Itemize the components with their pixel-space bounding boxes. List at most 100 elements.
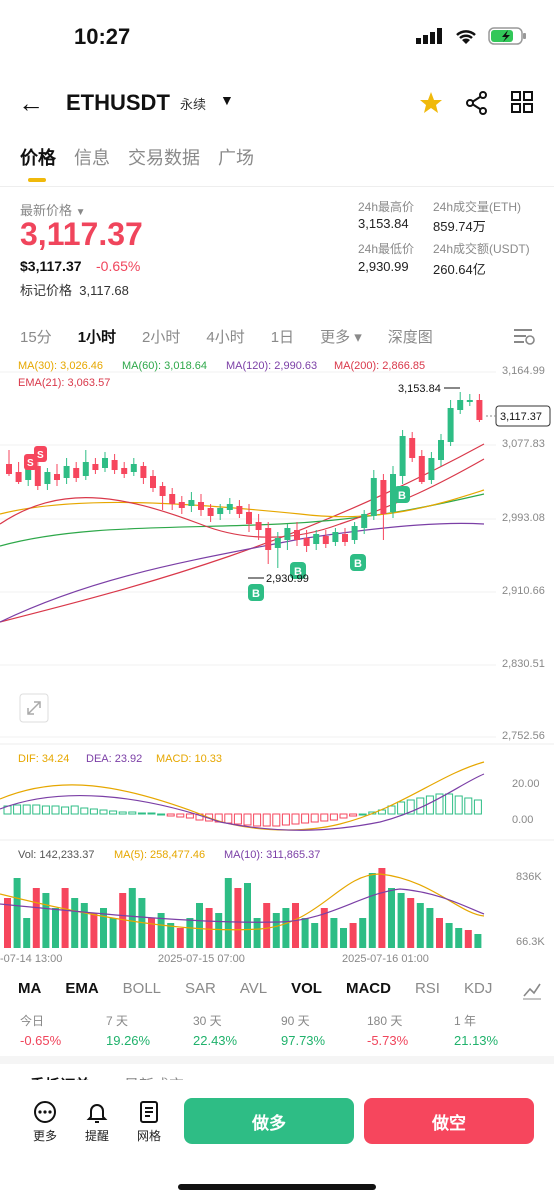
buy-marker-text: B	[354, 558, 362, 570]
interval-1d[interactable]: 1日	[270, 329, 295, 346]
symbol-dropdown-icon[interactable]: ▼	[220, 92, 234, 108]
perf-1y-label: 1 年	[454, 1014, 477, 1028]
ma120-legend: MA(120): 2,990.63	[226, 360, 317, 372]
buy-marker-text: B	[398, 490, 406, 502]
ind-kdj[interactable]: KDJ	[463, 980, 493, 997]
volume-bar	[205, 908, 213, 948]
axis-price-6: 2,752.56	[502, 730, 545, 742]
macd-bar	[80, 807, 89, 815]
macd-bar	[176, 813, 185, 818]
current-price-tag-text: 3,117.37	[500, 411, 542, 423]
status-icons	[416, 26, 528, 46]
candle-body	[207, 508, 214, 516]
interval-1h[interactable]: 1小时	[77, 329, 117, 346]
mark-price-label: 标记价格	[20, 283, 73, 298]
interval-15m[interactable]: 15分	[20, 329, 52, 346]
long-button[interactable]: 做多	[184, 1098, 354, 1144]
interval-more[interactable]: 更多 ▾	[320, 329, 362, 346]
bottom-action-bar: 更多 提醒 网格 做多 做空	[0, 1080, 554, 1200]
macd-bar	[233, 813, 242, 825]
tab-info[interactable]: 信息	[74, 148, 110, 168]
buy-marker-badge	[290, 562, 306, 579]
ind-boll[interactable]: BOLL	[122, 980, 162, 997]
candle-body	[63, 466, 70, 478]
ma200-line	[0, 443, 485, 623]
macd-bar	[445, 793, 454, 815]
tab-trading-data[interactable]: 交易数据	[128, 148, 200, 168]
volume-bar	[234, 888, 242, 948]
buy-marker-text: B	[252, 588, 260, 600]
back-icon[interactable]: ←	[18, 88, 44, 118]
macd-bar	[22, 804, 31, 815]
candle-body	[342, 534, 348, 542]
candle-body	[140, 466, 147, 478]
macd-bar	[272, 813, 281, 827]
usd-price: $3,117.37	[20, 258, 82, 274]
volume-bar	[445, 923, 453, 948]
volume-bar	[292, 903, 299, 948]
macd-bar	[291, 813, 300, 825]
time-axis-1: -07-14 13:00	[0, 953, 62, 965]
grid-tool[interactable]: 网格	[134, 1100, 164, 1144]
candle-body	[255, 522, 262, 530]
macd-bar	[70, 805, 79, 815]
share-icon[interactable]	[464, 90, 490, 116]
candle-body	[370, 478, 377, 516]
more-tool[interactable]: 更多	[30, 1100, 60, 1144]
contract-type[interactable]: 永续	[180, 97, 207, 112]
ind-ma[interactable]: MA	[18, 980, 42, 997]
macd-bar	[301, 813, 310, 824]
macd-bar	[51, 805, 60, 815]
vol-ma5-line	[0, 873, 485, 931]
volume-bar	[263, 903, 271, 948]
ind-rsi[interactable]: RSI	[414, 980, 440, 997]
candle-body	[111, 460, 118, 470]
candle-body	[82, 462, 89, 476]
interval-4h[interactable]: 4小时	[206, 329, 245, 346]
volume-bar	[378, 868, 386, 948]
perf-180d: 180 天 -5.73%	[367, 1012, 408, 1048]
tab-price[interactable]: 价格	[20, 148, 56, 168]
macd-bar	[406, 799, 415, 815]
candle-body	[274, 538, 281, 548]
macd-bar	[157, 813, 166, 816]
ind-macd[interactable]: MACD	[345, 980, 391, 997]
candle-body	[178, 502, 185, 508]
candle-body	[361, 514, 368, 528]
dea-legend: DEA: 23.92	[86, 753, 142, 765]
interval-depth[interactable]: 深度图	[387, 329, 433, 346]
grid-doc-icon	[140, 1101, 158, 1123]
macd-bar	[387, 805, 396, 815]
candle-body	[34, 466, 41, 486]
perf-today: 今日 -0.65%	[20, 1012, 61, 1048]
macd-bar	[147, 812, 156, 815]
chart-settings-icon[interactable]	[512, 326, 536, 346]
vol-ma10-legend: MA(10): 311,865.37	[224, 849, 320, 861]
ind-ema[interactable]: EMA	[65, 980, 99, 997]
ind-vol[interactable]: VOL	[291, 980, 322, 997]
candle-body	[102, 458, 108, 468]
volume-bar	[109, 918, 117, 948]
interval-2h[interactable]: 2小时	[142, 329, 181, 346]
volume-bar	[426, 908, 434, 948]
volume-bar	[176, 928, 184, 948]
candle-body	[25, 464, 32, 480]
favorite-star-icon[interactable]	[418, 90, 444, 116]
candle-body	[294, 530, 300, 540]
kline-chart[interactable]: SS B B B B MA(30): 3,026.46 MA(60): 3,018.64…	[0, 354, 554, 974]
symbol-title[interactable]: ETHUSDT	[66, 90, 170, 115]
ma30-legend: MA(30): 3,026.46	[18, 360, 103, 372]
alert-tool[interactable]: 提醒	[82, 1100, 112, 1144]
ind-avl[interactable]: AVL	[239, 980, 268, 997]
ind-sar[interactable]: SAR	[185, 980, 216, 997]
grid-menu-icon[interactable]	[510, 90, 534, 114]
volume-bar	[397, 893, 405, 948]
tab-square[interactable]: 广场	[218, 148, 254, 168]
expand-icon[interactable]	[19, 693, 49, 723]
short-button[interactable]: 做空	[364, 1098, 534, 1144]
indicator-settings-icon[interactable]	[522, 980, 542, 1000]
latest-price-label[interactable]: 最新价格 ▼	[20, 200, 86, 219]
more-label: 更多	[32, 1129, 57, 1143]
macd-bar	[185, 813, 194, 819]
candle-body	[438, 440, 444, 460]
